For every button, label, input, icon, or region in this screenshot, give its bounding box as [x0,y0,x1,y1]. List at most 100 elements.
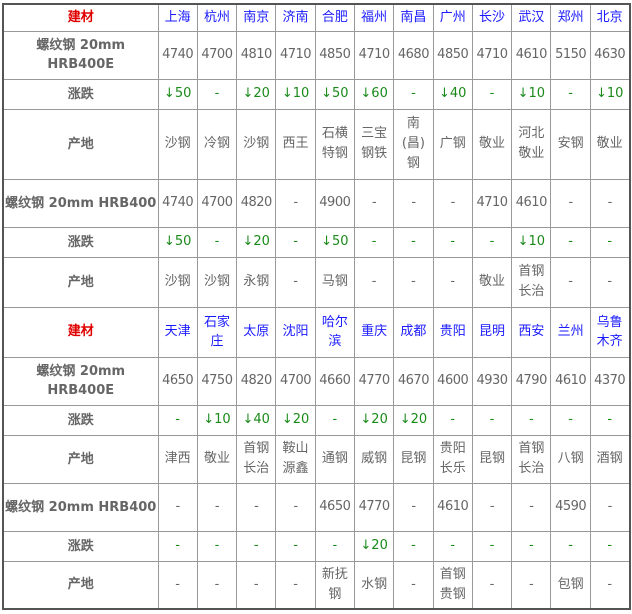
origin-cell: 威钢 [353,434,395,484]
origin-cell: 昆钢 [393,434,434,484]
price-cell: 4820 [236,356,277,406]
change-cell: - [275,530,316,562]
price-cell: 4700 [275,356,316,406]
origin-cell: - [393,560,434,610]
price-row: 螺纹钢 20mm HRB400 4740 4700 4820-4900- - -4710 4… [2,178,631,228]
origin-cell: 安钢 [550,108,591,180]
change-cell: ↓50 [314,78,355,110]
origin-cell: 西王 [275,108,316,180]
change-cell: - [393,78,434,110]
city-header-row: 建材 天津 石家庄 太原 沈阳 哈尔滨 重庆 成都 贵阳 昆明 西安 兰州 乌鲁木齐 [2,306,631,358]
origin-cell: 敬业 [196,434,238,484]
city-header: 哈尔滨 [314,306,355,358]
price-cell: - [275,178,316,228]
origin-cell: - [275,256,316,308]
origin-cell: 八钢 [550,434,591,484]
price-cell: 4710 [471,178,513,228]
price-cell: - [393,482,434,532]
price-cell: 4630 [589,30,631,80]
price-cell: 4650 [157,356,198,406]
change-cell: - [196,226,238,258]
header-label: 建材 [2,3,159,32]
row-label: 螺纹钢 20mm HRB400 [2,482,159,532]
price-cell: 5150 [550,30,591,80]
change-cell: - [550,226,591,258]
city-header: 西安 [511,306,552,358]
city-header: 天津 [157,306,198,358]
origin-cell: - [589,560,631,610]
city-header: 南昌 [393,3,434,32]
city-header: 济南 [275,3,316,32]
change-cell: - [511,404,552,436]
header-label: 建材 [2,306,159,358]
change-cell: - [550,530,591,562]
change-cell: - [353,226,395,258]
change-cell: - [589,404,631,436]
change-cell: ↓20 [353,530,395,562]
price-cell: 4670 [393,356,434,406]
price-cell: - [157,482,198,532]
change-cell: - [471,226,513,258]
change-cell: ↓10 [196,404,238,436]
change-cell: ↓10 [511,78,552,110]
city-header: 广州 [432,3,473,32]
origin-cell: 通钢 [314,434,355,484]
price-cell: 4680 [393,30,434,80]
price-cell: 4710 [471,30,513,80]
row-label: 产地 [2,560,159,610]
price-row: 螺纹钢 20mm HRB400E 4740 4700 4810 4710 4850 4710… [2,30,631,80]
origin-cell: 新抚钢 [314,560,355,610]
change-cell: ↓50 [157,78,198,110]
price-cell: - [393,178,434,228]
origin-cell: - [393,256,434,308]
price-cell: 4610 [432,482,473,532]
price-cell: - [275,482,316,532]
price-cell: - [589,482,631,532]
city-header: 石家庄 [196,306,238,358]
price-cell: 4370 [589,356,631,406]
origin-cell: - [550,256,591,308]
origin-cell: 津西 [157,434,198,484]
origin-cell: - [236,560,277,610]
origin-cell: 贵阳长乐 [432,434,473,484]
row-label: 产地 [2,256,159,308]
origin-cell: 沙钢 [236,108,277,180]
price-cell: 4700 [196,30,238,80]
price-row: 螺纹钢 20mm HRB400- - - -4650 4770-4610- -4590- [2,482,631,532]
change-cell: - [589,530,631,562]
row-label: 产地 [2,434,159,484]
price-cell: 4610 [511,178,552,228]
price-cell: 4770 [353,356,395,406]
change-cell: - [157,530,198,562]
price-cell: 4850 [432,30,473,80]
origin-cell: 首钢长治 [511,434,552,484]
origin-cell: 永钢 [236,256,277,308]
city-header: 福州 [353,3,395,32]
change-cell: - [314,530,355,562]
origin-cell: 首钢贵钢 [432,560,473,610]
city-header: 太原 [236,306,277,358]
change-cell: - [314,404,355,436]
city-header: 南京 [236,3,277,32]
price-cell: - [196,482,238,532]
change-cell: - [196,78,238,110]
steel-price-table: 建材 上海 杭州 南京 济南 合肥 福州 南昌 广州 长沙 武汉 郑州 北京 螺纹钢 20mm HRB40… [2,3,631,610]
origin-cell: - [196,560,238,610]
origin-cell: 昆钢 [471,434,513,484]
change-row: 涨跌 - - - - - ↓20- - - - - - [2,530,631,562]
price-cell: 4820 [236,178,277,228]
change-cell: - [393,226,434,258]
city-header: 乌鲁木齐 [589,306,631,358]
change-cell: - [157,404,198,436]
change-cell: - [550,404,591,436]
change-row: 涨跌 - ↓10 ↓40 ↓20- ↓20 ↓20- - - - - [2,404,631,436]
change-row: 涨跌 ↓50- ↓20- ↓50- - - - ↓10- - [2,226,631,258]
change-cell: ↓20 [275,404,316,436]
price-cell: 4770 [353,482,395,532]
change-cell: - [471,78,513,110]
change-cell: ↓20 [353,404,395,436]
origin-cell: 敬业 [471,108,513,180]
row-label: 螺纹钢 20mm HRB400E [2,30,159,80]
city-header: 昆明 [471,306,513,358]
row-label: 涨跌 [2,530,159,562]
